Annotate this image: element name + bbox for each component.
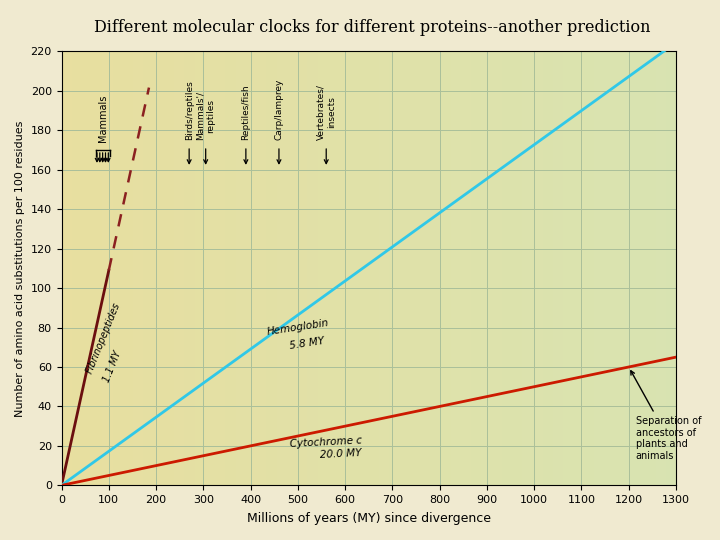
Bar (338, 51, 348, 485)
Bar (153, 51, 164, 485)
Bar (297, 51, 307, 485)
Bar (410, 51, 420, 485)
Text: Separation of
ancestors of
plants and
animals: Separation of ancestors of plants and an… (631, 371, 701, 461)
Text: Mammals: Mammals (98, 94, 108, 142)
Bar (133, 51, 143, 485)
Bar (604, 51, 615, 485)
Bar (512, 51, 523, 485)
Bar (205, 51, 215, 485)
Bar (400, 51, 410, 485)
Bar (645, 51, 655, 485)
Bar (502, 51, 512, 485)
Text: 20.0 MY: 20.0 MY (319, 448, 361, 460)
Y-axis label: Number of amino acid substitutions per 100 residues: Number of amino acid substitutions per 1… (15, 120, 25, 416)
Bar (441, 51, 451, 485)
Text: Mammals'/
reptiles: Mammals'/ reptiles (196, 91, 215, 140)
Bar (318, 51, 328, 485)
Bar (307, 51, 318, 485)
Bar (72, 51, 82, 485)
Bar (348, 51, 359, 485)
Text: 5.8 MY: 5.8 MY (289, 336, 325, 351)
Bar (563, 51, 574, 485)
Text: Fibrinopeptides: Fibrinopeptides (84, 300, 122, 375)
Bar (184, 51, 194, 485)
Bar (266, 51, 276, 485)
Bar (461, 51, 471, 485)
Text: Hemoglobin: Hemoglobin (266, 318, 330, 337)
Bar (276, 51, 287, 485)
Bar (625, 51, 635, 485)
Bar (215, 51, 225, 485)
Bar (123, 51, 133, 485)
Bar (287, 51, 297, 485)
Bar (431, 51, 441, 485)
Bar (390, 51, 400, 485)
Bar (543, 51, 553, 485)
Bar (635, 51, 645, 485)
Bar (113, 51, 123, 485)
Text: Cytochrome c: Cytochrome c (290, 435, 363, 449)
Bar (143, 51, 153, 485)
Bar (655, 51, 666, 485)
Bar (82, 51, 92, 485)
Bar (482, 51, 492, 485)
Bar (164, 51, 174, 485)
Text: Birds/reptiles: Birds/reptiles (184, 80, 194, 140)
Bar (235, 51, 246, 485)
Bar (225, 51, 235, 485)
Bar (379, 51, 390, 485)
Text: 1.1 MY: 1.1 MY (102, 350, 123, 384)
Text: Different molecular clocks for different proteins--another prediction: Different molecular clocks for different… (94, 19, 650, 36)
Bar (523, 51, 533, 485)
Bar (594, 51, 604, 485)
Bar (451, 51, 461, 485)
Bar (246, 51, 256, 485)
Bar (92, 51, 102, 485)
Bar (174, 51, 184, 485)
Bar (533, 51, 543, 485)
Bar (256, 51, 266, 485)
Bar (102, 51, 113, 485)
Bar (359, 51, 369, 485)
Bar (369, 51, 379, 485)
Bar (615, 51, 625, 485)
Bar (492, 51, 502, 485)
Bar (420, 51, 431, 485)
Bar (471, 51, 482, 485)
Text: Reptiles/fish: Reptiles/fish (241, 85, 251, 140)
Bar (194, 51, 205, 485)
Bar (553, 51, 563, 485)
X-axis label: Millions of years (MY) since divergence: Millions of years (MY) since divergence (247, 512, 491, 525)
Bar (584, 51, 594, 485)
Bar (328, 51, 338, 485)
Bar (574, 51, 584, 485)
Bar (61, 51, 72, 485)
Text: Vertebrates/
insects: Vertebrates/ insects (317, 84, 336, 140)
Text: Carp/lamprey: Carp/lamprey (274, 79, 284, 140)
Bar (666, 51, 676, 485)
